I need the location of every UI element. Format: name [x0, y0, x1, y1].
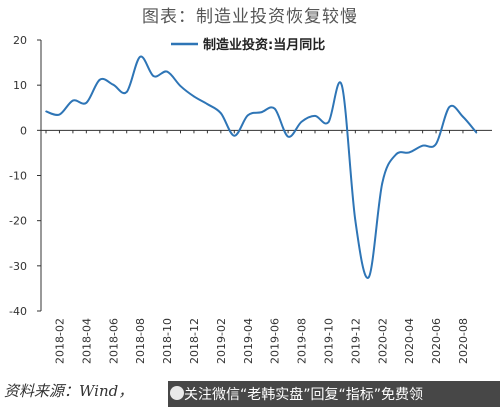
x-tick-label: 2020-02 — [376, 318, 389, 364]
data-point — [152, 75, 155, 77]
data-point — [273, 107, 276, 110]
data-point — [193, 95, 195, 98]
data-point — [381, 182, 384, 184]
series-line — [45, 55, 478, 279]
data-point — [233, 134, 236, 137]
data-point — [300, 120, 303, 123]
data-point — [112, 83, 115, 86]
data-point — [45, 110, 47, 113]
promo-banner-text: 关注微信“老韩实盘”回复“指标”免费领 — [184, 387, 424, 403]
series-layer — [45, 55, 478, 279]
data-point — [260, 111, 263, 114]
x-tick-label: 2019-02 — [215, 318, 228, 364]
data-point — [435, 143, 437, 145]
y-axis-ticks: 20 10 0 -10 -20 -30 -40 — [9, 34, 41, 318]
data-point — [327, 121, 330, 124]
data-point — [179, 85, 182, 87]
data-point — [314, 115, 316, 117]
x-tick-label: 2018-04 — [80, 318, 93, 364]
data-point — [139, 55, 141, 58]
data-point — [448, 106, 451, 108]
x-axis-ticks: 2018-02 2018-04 2018-06 2018-08 2018-10 2018-… — [45, 130, 477, 364]
data-point — [246, 114, 249, 117]
y-tick-label: 20 — [13, 34, 27, 47]
data-point — [58, 113, 61, 116]
legend: 制造业投资:当月同比 — [171, 37, 325, 53]
x-tick-label: 2020-08 — [457, 318, 470, 364]
data-point — [206, 103, 209, 105]
x-tick-label: 2019-12 — [349, 318, 362, 364]
data-point — [220, 112, 222, 114]
data-point — [287, 135, 289, 138]
chart-title: 图表：制造业投资恢复较慢 — [142, 7, 358, 27]
data-point — [354, 219, 357, 222]
data-point — [72, 99, 74, 102]
data-point — [408, 151, 410, 154]
data-point — [394, 153, 397, 156]
x-tick-label: 2018-06 — [107, 318, 120, 364]
y-tick-label: -30 — [9, 260, 27, 273]
legend-label: 制造业投资:当月同比 — [203, 37, 325, 53]
x-tick-label: 2019-04 — [242, 318, 255, 364]
x-tick-label: 2018-10 — [161, 318, 174, 364]
x-tick-label: 2019-08 — [296, 318, 309, 364]
source-note: 资料来源：Wind， — [4, 382, 134, 400]
x-tick-label: 2020-06 — [430, 318, 443, 364]
x-tick-label: 2020-04 — [403, 318, 416, 364]
promo-banner[interactable]: 关注微信“老韩实盘”回复“指标”免费领 — [168, 381, 500, 407]
data-point — [421, 144, 424, 147]
x-tick-label: 2018-12 — [188, 318, 201, 364]
y-tick-label: 10 — [13, 79, 27, 92]
y-tick-label: -10 — [9, 170, 27, 183]
x-tick-label: 2018-08 — [134, 318, 147, 364]
y-tick-label: -40 — [9, 305, 27, 318]
data-point — [341, 84, 343, 87]
x-tick-label: 2018-02 — [53, 318, 66, 364]
y-tick-label: -20 — [9, 215, 27, 228]
y-tick-label: 0 — [20, 124, 27, 137]
wechat-icon — [170, 386, 184, 400]
data-point — [475, 131, 478, 134]
data-point — [166, 70, 168, 73]
data-point — [85, 101, 88, 104]
x-tick-label: 2019-10 — [322, 318, 335, 364]
data-point — [368, 276, 370, 278]
data-point — [125, 91, 128, 93]
data-point — [462, 115, 464, 118]
data-point — [99, 78, 101, 81]
x-tick-label: 2019-06 — [269, 318, 282, 364]
